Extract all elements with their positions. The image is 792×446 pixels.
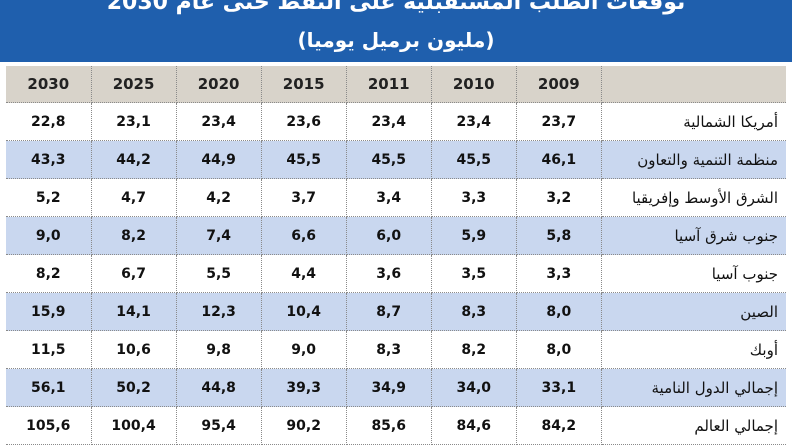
row-label: أمريكا الشمالية	[601, 102, 786, 141]
row-label: أوبك	[601, 330, 786, 369]
table-cell: 45,5	[431, 140, 517, 179]
table-cell: 3,6	[346, 254, 432, 293]
table-cell: 3,7	[261, 178, 347, 217]
row-label: الصين	[601, 292, 786, 331]
table-cell: 3,3	[431, 178, 517, 217]
table-row: 11,5 10,6 9,8 9,0 8,3 8,2 8,0 أوبك	[6, 330, 786, 369]
table-cell: 56,1	[6, 368, 92, 407]
table-cell: 11,5	[6, 330, 92, 369]
table-cell: 9,0	[6, 216, 92, 255]
table-cell: 23,6	[261, 102, 347, 141]
table-row: 105,6 100,4 95,4 90,2 85,6 84,6 84,2 إجمالي الع…	[6, 406, 786, 445]
oil-demand-table: 2030 2025 2020 2015 2011 2010 2009 22,8 2…	[6, 66, 786, 445]
table-cell: 3,2	[516, 178, 602, 217]
table-row: 5,2 4,7 4,2 3,7 3,4 3,3 3,2 الشرق الأوسط وإفريق…	[6, 178, 786, 217]
table-row: 56,1 50,2 44,8 39,3 34,9 34,0 33,1 إجمالي الدول…	[6, 368, 786, 407]
table-cell: 8,2	[431, 330, 517, 369]
table-cell: 3,4	[346, 178, 432, 217]
table-cell: 4,7	[91, 178, 177, 217]
table-row: 9,0 8,2 7,4 6,6 6,0 5,9 5,8 جنوب شرق آسيا	[6, 216, 786, 255]
table-cell: 3,3	[516, 254, 602, 293]
table-header-row: 2030 2025 2020 2015 2011 2010 2009	[6, 66, 786, 103]
table-cell: 85,6	[346, 406, 432, 445]
table-cell: 8,0	[516, 330, 602, 369]
table-cell: 8,2	[91, 216, 177, 255]
table-row: 22,8 23,1 23,4 23,6 23,4 23,4 23,7 أمريكا الشما…	[6, 102, 786, 141]
table-cell: 50,2	[91, 368, 177, 407]
table-row: 15,9 14,1 12,3 10,4 8,7 8,3 8,0 الصين	[6, 292, 786, 331]
table-cell: 4,4	[261, 254, 347, 293]
table-cell: 6,7	[91, 254, 177, 293]
page-subtitle: (مليون برميل يوميا)	[297, 28, 495, 52]
table-cell: 8,3	[431, 292, 517, 331]
row-label: الشرق الأوسط وإفريقيا	[601, 178, 786, 217]
table-cell: 84,6	[431, 406, 517, 445]
column-header: 2011	[346, 66, 432, 103]
table-cell: 23,1	[91, 102, 177, 141]
column-header: 2010	[431, 66, 517, 103]
table-cell: 100,4	[91, 406, 177, 445]
table-cell: 43,3	[6, 140, 92, 179]
table-cell: 9,8	[176, 330, 262, 369]
column-header: 2015	[261, 66, 347, 103]
region-column-header	[601, 66, 786, 103]
table-cell: 23,7	[516, 102, 602, 141]
table-cell: 23,4	[431, 102, 517, 141]
table-cell: 15,9	[6, 292, 92, 331]
column-header: 2025	[91, 66, 177, 103]
table-cell: 44,2	[91, 140, 177, 179]
table-cell: 6,6	[261, 216, 347, 255]
table-cell: 84,2	[516, 406, 602, 445]
table-cell: 44,9	[176, 140, 262, 179]
column-header: 2030	[6, 66, 92, 103]
table-cell: 10,6	[91, 330, 177, 369]
row-label: إجمالي العالم	[601, 406, 786, 445]
table-cell: 44,8	[176, 368, 262, 407]
table-cell: 39,3	[261, 368, 347, 407]
table-cell: 5,8	[516, 216, 602, 255]
table-cell: 8,2	[6, 254, 92, 293]
table-cell: 33,1	[516, 368, 602, 407]
table-cell: 5,2	[6, 178, 92, 217]
table-cell: 3,5	[431, 254, 517, 293]
table-row: 8,2 6,7 5,5 4,4 3,6 3,5 3,3 جنوب آسيا	[6, 254, 786, 293]
table-row: 43,3 44,2 44,9 45,5 45,5 45,5 46,1 منظمة التنمي…	[6, 140, 786, 179]
column-header: 2009	[516, 66, 602, 103]
table-cell: 5,9	[431, 216, 517, 255]
row-label: جنوب آسيا	[601, 254, 786, 293]
row-label: جنوب شرق آسيا	[601, 216, 786, 255]
table-cell: 45,5	[346, 140, 432, 179]
table-cell: 5,5	[176, 254, 262, 293]
table-cell: 23,4	[346, 102, 432, 141]
table-cell: 8,0	[516, 292, 602, 331]
table-cell: 95,4	[176, 406, 262, 445]
table-cell: 45,5	[261, 140, 347, 179]
table-cell: 90,2	[261, 406, 347, 445]
table-cell: 8,3	[346, 330, 432, 369]
table-cell: 7,4	[176, 216, 262, 255]
table-cell: 4,2	[176, 178, 262, 217]
table-cell: 46,1	[516, 140, 602, 179]
table-cell: 34,9	[346, 368, 432, 407]
row-label: منظمة التنمية والتعاون	[601, 140, 786, 179]
table-cell: 12,3	[176, 292, 262, 331]
table-cell: 105,6	[6, 406, 92, 445]
title-banner: توقعات الطلب المستقبلية على النفط حتى عا…	[0, 0, 792, 62]
table-cell: 10,4	[261, 292, 347, 331]
table-cell: 23,4	[176, 102, 262, 141]
page-title: توقعات الطلب المستقبلية على النفط حتى عا…	[106, 0, 686, 15]
column-header: 2020	[176, 66, 262, 103]
row-label: إجمالي الدول النامية	[601, 368, 786, 407]
table-cell: 34,0	[431, 368, 517, 407]
table-cell: 8,7	[346, 292, 432, 331]
table-cell: 9,0	[261, 330, 347, 369]
table-cell: 14,1	[91, 292, 177, 331]
table-cell: 6,0	[346, 216, 432, 255]
table-cell: 22,8	[6, 102, 92, 141]
